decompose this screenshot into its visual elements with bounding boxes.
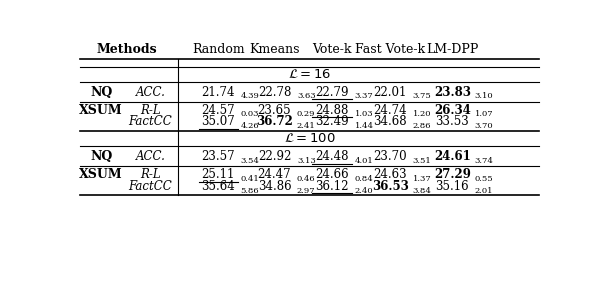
Text: 24.47: 24.47 (258, 168, 291, 181)
Text: 5.86: 5.86 (241, 187, 259, 195)
Text: $\mathcal{L} = 16$: $\mathcal{L} = 16$ (288, 68, 331, 81)
Text: R-L: R-L (140, 104, 161, 117)
Text: 0.41: 0.41 (241, 175, 260, 183)
Text: 24.88: 24.88 (315, 104, 349, 117)
Text: 27.29: 27.29 (434, 168, 471, 181)
Text: 0.55: 0.55 (475, 175, 493, 183)
Text: 2.40: 2.40 (355, 187, 373, 195)
Text: 3.13: 3.13 (297, 157, 316, 165)
Text: 1.07: 1.07 (475, 110, 493, 119)
Text: 23.83: 23.83 (434, 86, 471, 99)
Text: 33.53: 33.53 (435, 116, 469, 128)
Text: 36.72: 36.72 (256, 116, 293, 128)
Text: 3.51: 3.51 (413, 157, 431, 165)
Text: 34.68: 34.68 (373, 116, 407, 128)
Text: 23.65: 23.65 (258, 104, 291, 117)
Text: 35.16: 35.16 (435, 180, 469, 193)
Text: 23.57: 23.57 (202, 150, 235, 163)
Text: Methods: Methods (97, 43, 157, 56)
Text: 24.57: 24.57 (202, 104, 235, 117)
Text: FactCC: FactCC (129, 180, 172, 193)
Text: Vote-k: Vote-k (312, 43, 352, 56)
Text: 4.26: 4.26 (241, 122, 259, 130)
Text: 4.01: 4.01 (355, 157, 373, 165)
Text: 2.97: 2.97 (297, 187, 315, 195)
Text: 22.01: 22.01 (373, 86, 406, 99)
Text: 24.66: 24.66 (315, 168, 349, 181)
Text: 1.44: 1.44 (355, 122, 373, 130)
Text: 22.78: 22.78 (258, 86, 291, 99)
Text: $\mathcal{L} = 100$: $\mathcal{L} = 100$ (284, 132, 335, 145)
Text: 24.63: 24.63 (373, 168, 407, 181)
Text: 1.03: 1.03 (355, 110, 373, 119)
Text: NQ: NQ (90, 150, 112, 163)
Text: 2.86: 2.86 (413, 122, 431, 130)
Text: 3.74: 3.74 (475, 157, 493, 165)
Text: 0.29: 0.29 (297, 110, 315, 119)
Text: 3.63: 3.63 (297, 92, 315, 100)
Text: 26.34: 26.34 (434, 104, 471, 117)
Text: Random: Random (192, 43, 245, 56)
Text: 3.70: 3.70 (475, 122, 493, 130)
Text: 34.86: 34.86 (258, 180, 291, 193)
Text: Fast Vote-k: Fast Vote-k (355, 43, 425, 56)
Text: 0.46: 0.46 (297, 175, 315, 183)
Text: 1.37: 1.37 (413, 175, 431, 183)
Text: Kmeans: Kmeans (249, 43, 300, 56)
Text: ACC.: ACC. (135, 150, 165, 163)
Text: XSUM: XSUM (80, 104, 123, 117)
Text: FactCC: FactCC (129, 116, 172, 128)
Text: 36.12: 36.12 (315, 180, 349, 193)
Text: 35.64: 35.64 (201, 180, 235, 193)
Text: 3.10: 3.10 (475, 92, 493, 100)
Text: 21.74: 21.74 (202, 86, 235, 99)
Text: ACC.: ACC. (135, 86, 165, 99)
Text: 1.20: 1.20 (413, 110, 431, 119)
Text: 3.84: 3.84 (413, 187, 431, 195)
Text: NQ: NQ (90, 86, 112, 99)
Text: 3.75: 3.75 (413, 92, 431, 100)
Text: 23.70: 23.70 (373, 150, 407, 163)
Text: XSUM: XSUM (80, 168, 123, 181)
Text: 24.48: 24.48 (315, 150, 349, 163)
Text: 24.61: 24.61 (434, 150, 471, 163)
Text: 0.84: 0.84 (355, 175, 373, 183)
Text: 2.41: 2.41 (297, 122, 316, 130)
Text: 3.37: 3.37 (355, 92, 373, 100)
Text: 24.74: 24.74 (373, 104, 407, 117)
Text: R-L: R-L (140, 168, 161, 181)
Text: 4.39: 4.39 (241, 92, 260, 100)
Text: 32.49: 32.49 (315, 116, 349, 128)
Text: 2.01: 2.01 (475, 187, 493, 195)
Text: 36.53: 36.53 (371, 180, 408, 193)
Text: 25.11: 25.11 (202, 168, 235, 181)
Text: 3.54: 3.54 (241, 157, 260, 165)
Text: 22.79: 22.79 (315, 86, 349, 99)
Text: LM-DPP: LM-DPP (426, 43, 478, 56)
Text: 0.03: 0.03 (241, 110, 259, 119)
Text: 35.07: 35.07 (201, 116, 235, 128)
Text: 22.92: 22.92 (258, 150, 291, 163)
